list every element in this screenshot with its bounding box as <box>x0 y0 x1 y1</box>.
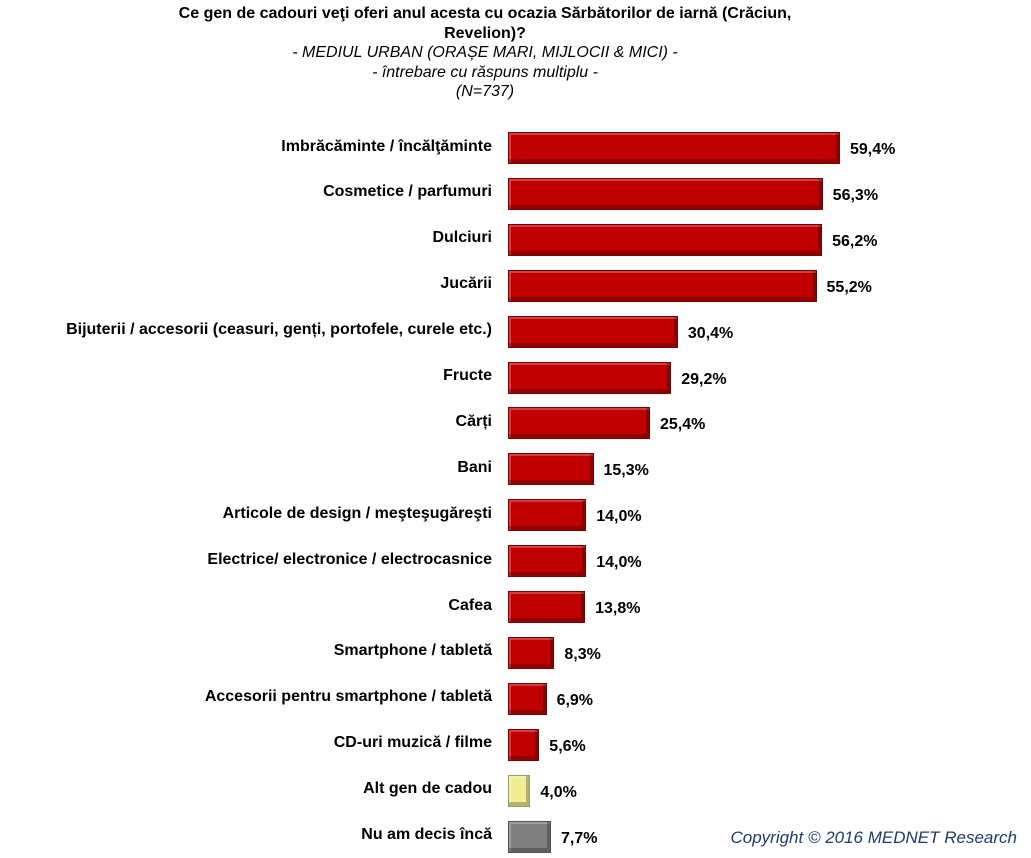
category-label: Cărți <box>455 412 492 430</box>
category-label: Bani <box>457 458 492 476</box>
category-label: Dulciuri <box>432 229 492 247</box>
category-label: Nu am decis încă <box>361 826 492 843</box>
value-label: 59,4% <box>850 141 896 158</box>
copyright: Copyright © 2016 MEDNET Research <box>730 828 1017 847</box>
bar <box>508 591 586 623</box>
value-label: 7,7% <box>561 829 598 847</box>
value-label: 8,3% <box>564 645 601 663</box>
category-label: Imbrăcăminte / încălţăminte <box>281 137 492 155</box>
chart-title: Ce gen de cadouri veţi oferi anul acesta… <box>178 5 792 42</box>
value-label: 14,0% <box>596 554 642 572</box>
bar <box>508 177 823 210</box>
bar <box>508 407 650 440</box>
bar <box>508 774 531 807</box>
bar <box>508 682 547 715</box>
category-label: Bijuterii / accesorii (ceasuri, genți, p… <box>66 321 492 339</box>
value-label: 15,3% <box>603 462 649 480</box>
category-label: Articole de design / meşteşugăreşti <box>222 504 492 522</box>
value-label: 56,2% <box>832 232 878 250</box>
value-label: 30,4% <box>687 324 734 342</box>
bar <box>508 545 587 578</box>
category-label: CD-uri muzică / filme <box>333 734 492 752</box>
header: Ce gen de cadouri veţi oferi anul acesta… <box>100 4 870 102</box>
category-label: Fructe <box>443 367 492 384</box>
value-label: 6,9% <box>556 691 594 709</box>
category-label: Alt gen de cadou <box>363 780 492 798</box>
subtitle: - MEDIUL URBAN (ORAȘE MARI, MIJLOCII & M… <box>292 44 678 61</box>
category-label: Accesorii pentru smartphone / tabletă <box>204 688 492 706</box>
subtitle: (N=737) <box>455 83 515 100</box>
bar <box>508 499 587 532</box>
bar <box>508 315 678 348</box>
value-label: 29,2% <box>681 370 727 388</box>
bar <box>508 132 840 164</box>
value-label: 5,6% <box>549 737 586 755</box>
bar <box>508 269 817 302</box>
bar <box>508 820 552 853</box>
category-label: Electrice/ electronice / electrocasnice <box>207 550 492 568</box>
bar <box>508 223 823 256</box>
value-label: 56,3% <box>832 186 879 204</box>
bar <box>508 728 540 761</box>
value-label: 13,8% <box>595 600 641 617</box>
bar <box>508 636 555 669</box>
value-label: 4,0% <box>540 783 577 801</box>
bar <box>508 361 672 394</box>
category-label: Jucării <box>440 275 492 293</box>
value-label: 14,0% <box>596 508 642 526</box>
bar <box>508 453 594 486</box>
category-label: Smartphone / tabletă <box>333 642 492 660</box>
subtitle: - întrebare cu răspuns multiplu - <box>372 63 598 81</box>
category-label: Cosmetice / parfumuri <box>323 183 492 201</box>
value-label: 55,2% <box>826 278 872 296</box>
value-label: 25,4% <box>659 416 706 434</box>
category-label: Cafea <box>448 596 492 614</box>
